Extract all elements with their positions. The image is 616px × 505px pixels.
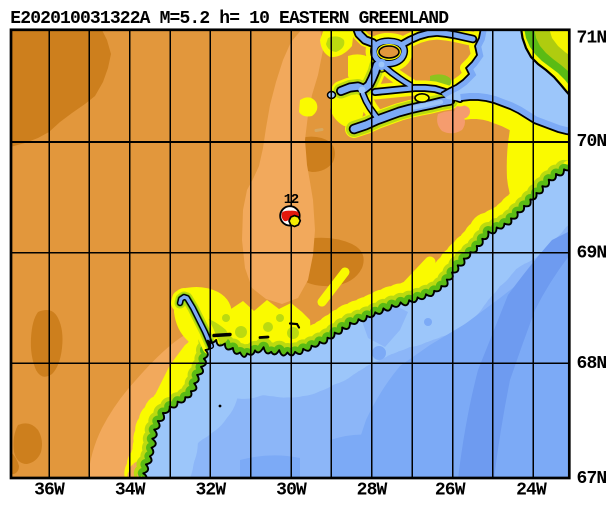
svg-text:36W: 36W <box>34 480 65 500</box>
svg-text:67N: 67N <box>577 469 607 489</box>
svg-text:12: 12 <box>284 192 299 208</box>
svg-text:30W: 30W <box>276 480 307 500</box>
svg-text:34W: 34W <box>115 480 146 500</box>
svg-text:70N: 70N <box>577 132 607 152</box>
svg-text:E202010031322A M=5.2 h= 10 EAS: E202010031322A M=5.2 h= 10 EASTERN GREEN… <box>10 9 449 29</box>
svg-text:26W: 26W <box>435 480 466 500</box>
svg-text:68N: 68N <box>577 354 607 374</box>
svg-text:69N: 69N <box>577 243 607 263</box>
svg-text:32W: 32W <box>195 480 226 500</box>
svg-text:71N: 71N <box>577 28 607 48</box>
svg-text:24W: 24W <box>516 480 547 500</box>
svg-text:28W: 28W <box>357 480 388 500</box>
